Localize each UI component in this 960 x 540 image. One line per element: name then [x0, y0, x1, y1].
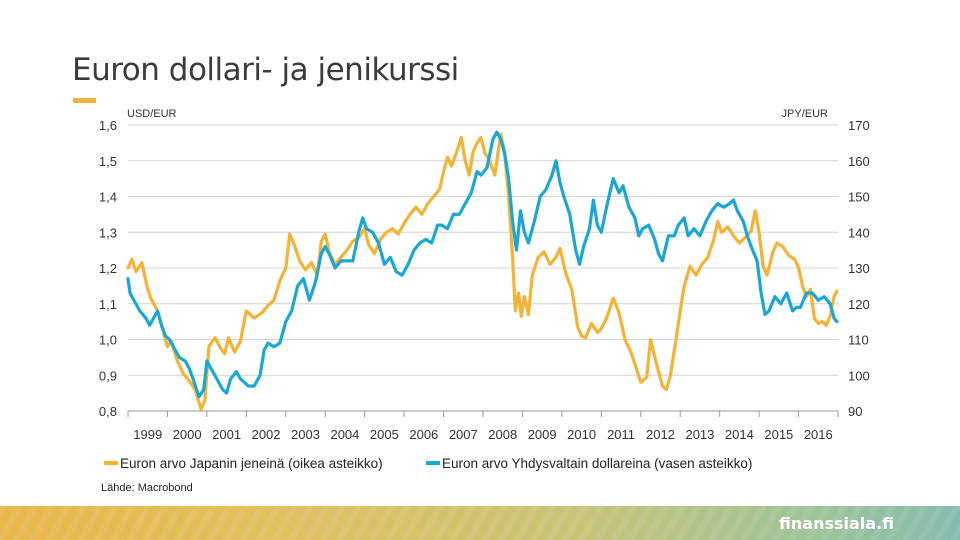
x-tick-label: 2003 — [291, 427, 320, 442]
right-tick-label: 150 — [848, 190, 870, 205]
x-tick-label: 2006 — [409, 427, 438, 442]
x-tick-label: 2002 — [252, 427, 281, 442]
x-tick-label: 2011 — [607, 427, 635, 442]
legend-label: Euron arvo Japanin jeneinä (oikea asteik… — [120, 456, 383, 471]
right-axis-ticks: 90 100 110 120 130 140 150 160 170 — [848, 118, 870, 419]
left-axis-ticks: 0,8 0,9 1,0 1,1 1,2 1,3 1,4 1,5 1,6 — [99, 118, 117, 419]
x-tick-label: 2014 — [725, 427, 754, 442]
left-tick-label: 1,6 — [99, 118, 117, 133]
right-tick-label: 130 — [848, 261, 870, 276]
left-tick-label: 1,3 — [99, 225, 117, 240]
x-tick-label: 1999 — [133, 427, 162, 442]
legend-label: Euron arvo Yhdysvaltain dollareina (vase… — [442, 456, 752, 471]
left-tick-label: 0,9 — [99, 368, 117, 383]
right-tick-label: 100 — [848, 368, 870, 383]
x-tick-label: 2010 — [567, 427, 596, 442]
x-tick-label: 2013 — [685, 427, 714, 442]
legend: Euron arvo Japanin jeneinä (oikea asteik… — [104, 456, 752, 471]
x-axis: 1999 2000 2001 2002 2003 2004 2005 2006 2007 2008… — [127, 410, 839, 442]
x-tick-label: 2000 — [173, 427, 202, 442]
legend-swatch — [104, 461, 118, 465]
grid-lines — [128, 124, 838, 412]
footer-brand: finanssiala.fi — [779, 514, 894, 533]
series-line-jpy — [126, 132, 839, 411]
right-tick-label: 110 — [848, 333, 869, 348]
left-tick-label: 1,0 — [99, 333, 117, 348]
right-tick-label: 170 — [848, 118, 870, 133]
exchange-rate-chart: USD/EUR JPY/EUR 0,8 0,9 1,0 1,1 1,2 1,3 1,4 1,5… — [99, 108, 870, 471]
left-tick-label: 0,8 — [99, 404, 117, 419]
slide-title: Euron dollari- ja jenikurssi — [72, 52, 459, 88]
title-accent-bar — [73, 98, 96, 103]
x-tick-label: 2012 — [646, 427, 675, 442]
x-tick-label: 2009 — [528, 427, 557, 442]
x-tick-label: 2007 — [449, 427, 478, 442]
right-axis-unit-label: JPY/EUR — [782, 108, 829, 120]
legend-swatch — [426, 461, 440, 465]
x-tick-label: 2016 — [804, 427, 833, 442]
right-tick-label: 160 — [848, 154, 870, 169]
x-tick-label: 2001 — [212, 427, 241, 442]
right-tick-label: 120 — [848, 297, 870, 312]
series-lines — [126, 130, 839, 411]
footer-band: finanssiala.fi — [0, 506, 960, 540]
x-tick-label: 2005 — [370, 427, 399, 442]
x-tick-label: 2004 — [330, 427, 359, 442]
left-tick-label: 1,2 — [99, 261, 117, 276]
x-tick-label: 2015 — [764, 427, 793, 442]
left-tick-label: 1,1 — [99, 297, 117, 312]
left-axis-unit-label: USD/EUR — [127, 108, 177, 120]
series-line-usd — [126, 130, 839, 399]
right-tick-label: 140 — [848, 225, 870, 240]
right-tick-label: 90 — [848, 404, 862, 419]
left-tick-label: 1,4 — [99, 190, 117, 205]
x-tick-label: 2008 — [488, 427, 517, 442]
left-tick-label: 1,5 — [99, 154, 117, 169]
source-note: Lähde: Macrobond — [101, 482, 193, 494]
